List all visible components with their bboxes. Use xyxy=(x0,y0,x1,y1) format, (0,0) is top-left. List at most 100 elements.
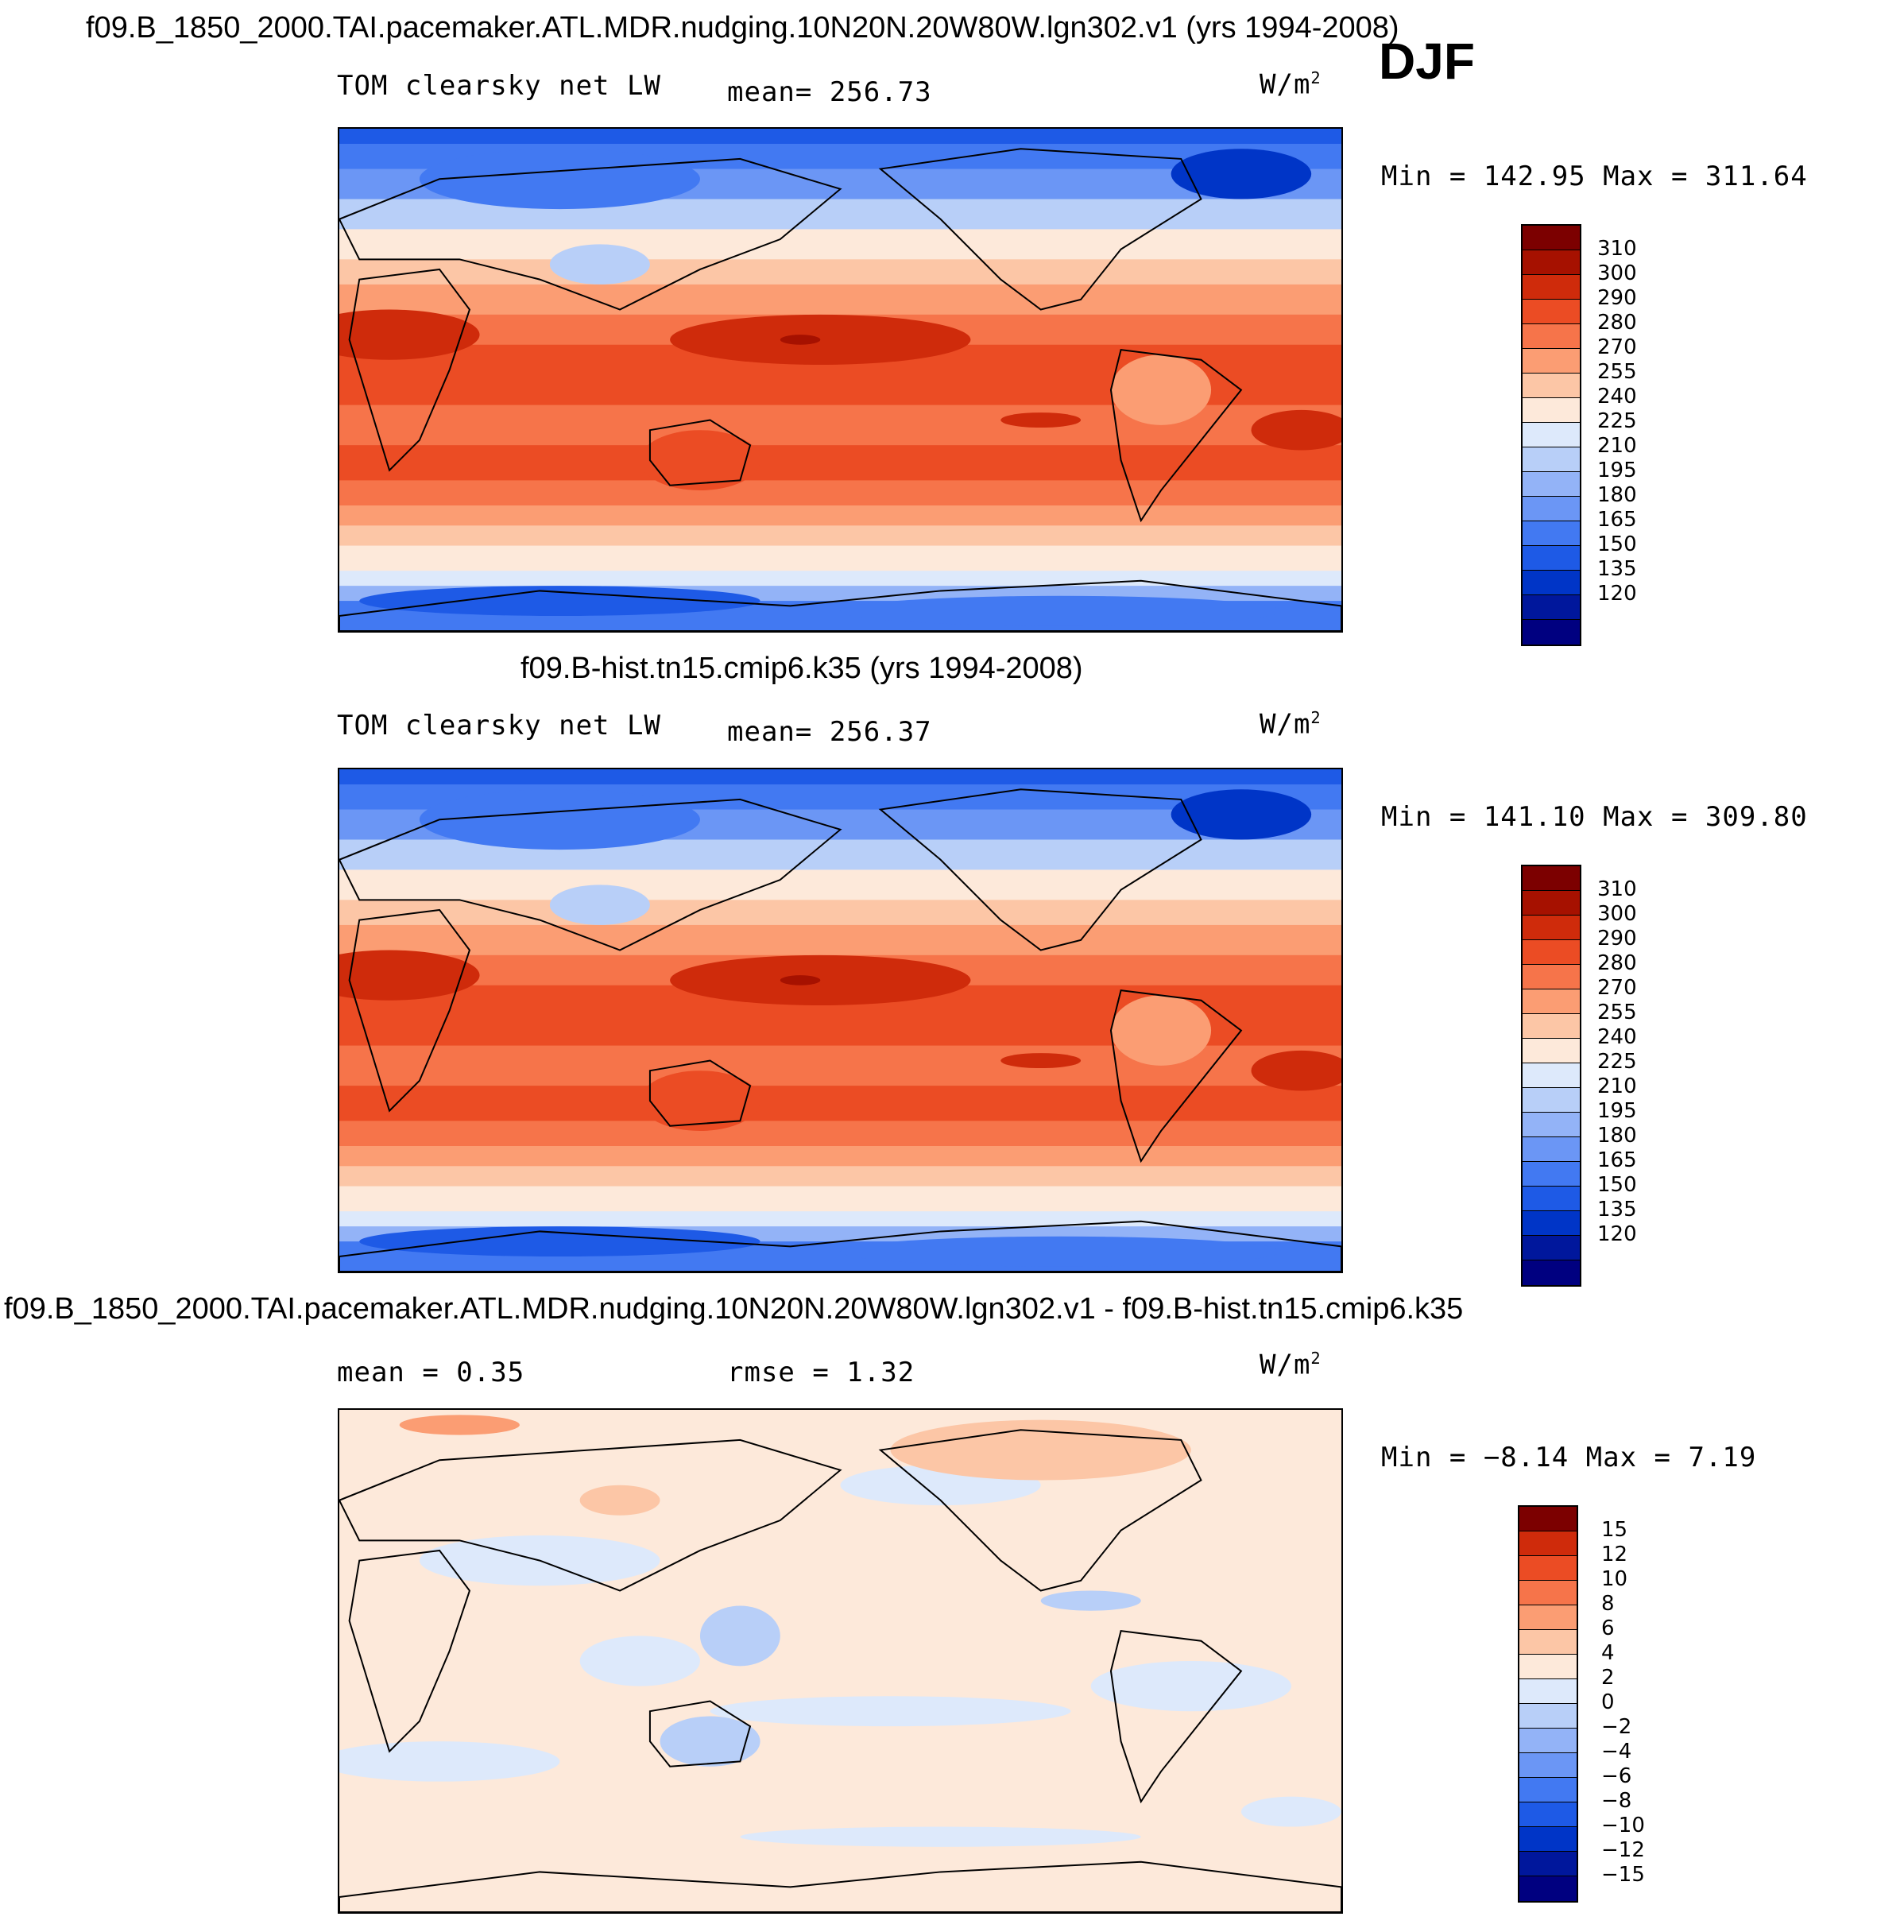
colorbar-segment xyxy=(1519,1531,1577,1556)
colorbar-tick-label: 225 xyxy=(1597,409,1637,433)
colorbar-tick-label: 12 xyxy=(1601,1543,1628,1566)
colorbar-segment xyxy=(1519,1655,1577,1679)
colorbar-tick-label: 240 xyxy=(1597,385,1637,408)
panel2-mean-label: mean= 256.37 xyxy=(727,716,932,748)
colorbar-tick-label: 225 xyxy=(1597,1050,1637,1074)
panel1-units: W/m2 xyxy=(1260,68,1322,101)
colorbar-segment xyxy=(1519,1802,1577,1827)
colorbar-segment xyxy=(1519,1605,1577,1630)
colorbar-tick-label: −4 xyxy=(1601,1740,1632,1764)
colorbar-tick-label: 310 xyxy=(1597,877,1637,901)
colorbar-tick-label: 195 xyxy=(1597,459,1637,482)
colorbar-tick-label: 180 xyxy=(1597,483,1637,507)
colorbar-segment xyxy=(1519,1852,1577,1876)
panel2-variable-label: TOM clearsky net LW xyxy=(337,710,661,741)
colorbar-tick-label: −2 xyxy=(1601,1715,1632,1739)
colorbar-segment xyxy=(1523,497,1580,521)
colorbar-segment xyxy=(1523,989,1580,1014)
colorbar-tick-label: 165 xyxy=(1597,508,1637,532)
colorbar-segment xyxy=(1523,916,1580,940)
panel1-title: f09.B_1850_2000.TAI.pacemaker.ATL.MDR.nu… xyxy=(86,11,1399,45)
panel3-colorbar xyxy=(1518,1505,1578,1903)
colorbar-segment xyxy=(1523,300,1580,324)
colorbar-segment xyxy=(1523,1039,1580,1063)
colorbar-tick-label: 135 xyxy=(1597,1198,1637,1222)
colorbar-tick-label: 300 xyxy=(1597,902,1637,926)
colorbar-segment xyxy=(1523,1236,1580,1260)
colorbar-segment xyxy=(1519,1679,1577,1704)
colorbar-segment xyxy=(1523,1113,1580,1137)
colorbar-segment xyxy=(1519,1556,1577,1581)
colorbar-segment xyxy=(1523,571,1580,595)
colorbar-segment xyxy=(1523,398,1580,423)
colorbar-tick-label: 210 xyxy=(1597,434,1637,458)
colorbar-segment xyxy=(1523,940,1580,965)
colorbar-segment xyxy=(1523,324,1580,349)
colorbar-tick-label: 255 xyxy=(1597,1001,1637,1024)
colorbar-tick-label: 2 xyxy=(1601,1666,1615,1690)
colorbar-segment xyxy=(1523,374,1580,398)
colorbar-tick-label: 280 xyxy=(1597,311,1637,335)
colorbar-tick-label: 290 xyxy=(1597,927,1637,951)
panel3-title: f09.B_1850_2000.TAI.pacemaker.ATL.MDR.nu… xyxy=(4,1292,1464,1326)
colorbar-tick-label: 10 xyxy=(1601,1567,1628,1591)
colorbar-segment xyxy=(1523,275,1580,300)
colorbar-tick-label: 135 xyxy=(1597,557,1637,581)
colorbar-segment xyxy=(1523,1260,1580,1285)
colorbar-tick-label: −6 xyxy=(1601,1764,1632,1788)
colorbar-segment xyxy=(1523,521,1580,546)
map-field xyxy=(339,769,1341,1272)
colorbar-tick-label: 15 xyxy=(1601,1518,1628,1542)
panel2-map xyxy=(338,768,1343,1273)
colorbar-segment xyxy=(1523,546,1580,571)
colorbar-segment xyxy=(1519,1876,1577,1901)
panel2-units: W/m2 xyxy=(1260,708,1322,741)
colorbar-segment xyxy=(1523,1088,1580,1113)
colorbar-tick-label: 6 xyxy=(1601,1616,1615,1640)
colorbar-tick-label: 8 xyxy=(1601,1592,1615,1616)
colorbar-segment xyxy=(1523,891,1580,916)
colorbar-segment xyxy=(1523,1137,1580,1162)
colorbar-segment xyxy=(1519,1827,1577,1852)
colorbar-segment xyxy=(1519,1507,1577,1531)
colorbar-tick-label: 280 xyxy=(1597,951,1637,975)
colorbar-tick-label: 270 xyxy=(1597,976,1637,1000)
panel1-mean-label: mean= 256.73 xyxy=(727,76,932,108)
panel2-minmax: Min = 141.10 Max = 309.80 xyxy=(1381,801,1808,833)
colorbar-tick-label: −15 xyxy=(1601,1863,1645,1887)
colorbar-tick-label: 300 xyxy=(1597,261,1637,285)
panel3-map xyxy=(338,1408,1343,1914)
colorbar-tick-label: 150 xyxy=(1597,1173,1637,1197)
colorbar-segment xyxy=(1519,1778,1577,1802)
colorbar-segment xyxy=(1523,1162,1580,1187)
colorbar-tick-label: 4 xyxy=(1601,1641,1615,1665)
colorbar-segment xyxy=(1523,1211,1580,1236)
colorbar-segment xyxy=(1523,250,1580,275)
colorbar-tick-label: 150 xyxy=(1597,532,1637,556)
panel3-units: W/m2 xyxy=(1260,1349,1322,1381)
panel2-title: f09.B-hist.tn15.cmip6.k35 (yrs 1994-2008… xyxy=(521,652,1083,685)
colorbar-segment xyxy=(1523,1014,1580,1039)
colorbar-segment xyxy=(1519,1704,1577,1729)
colorbar-tick-label: 165 xyxy=(1597,1148,1637,1172)
colorbar-segment xyxy=(1523,447,1580,472)
colorbar-tick-label: 210 xyxy=(1597,1074,1637,1098)
colorbar-tick-label: 290 xyxy=(1597,286,1637,310)
panel1-minmax: Min = 142.95 Max = 311.64 xyxy=(1381,161,1808,192)
colorbar-segment xyxy=(1523,1187,1580,1211)
colorbar-tick-label: 255 xyxy=(1597,360,1637,384)
panel1-map xyxy=(338,127,1343,633)
panel1-variable-label: TOM clearsky net LW xyxy=(337,70,661,102)
season-label: DJF xyxy=(1379,33,1475,90)
colorbar-segment xyxy=(1523,595,1580,620)
colorbar-tick-label: 0 xyxy=(1601,1690,1615,1714)
panel3-mean-label: mean = 0.35 xyxy=(337,1357,525,1388)
colorbar-segment xyxy=(1523,1063,1580,1088)
colorbar-segment xyxy=(1523,226,1580,250)
panel3-minmax: Min = −8.14 Max = 7.19 xyxy=(1381,1442,1757,1473)
colorbar-segment xyxy=(1519,1729,1577,1753)
colorbar-tick-label: 195 xyxy=(1597,1099,1637,1123)
colorbar-tick-label: −10 xyxy=(1601,1814,1645,1837)
colorbar-segment xyxy=(1519,1753,1577,1778)
colorbar-tick-label: 240 xyxy=(1597,1025,1637,1049)
